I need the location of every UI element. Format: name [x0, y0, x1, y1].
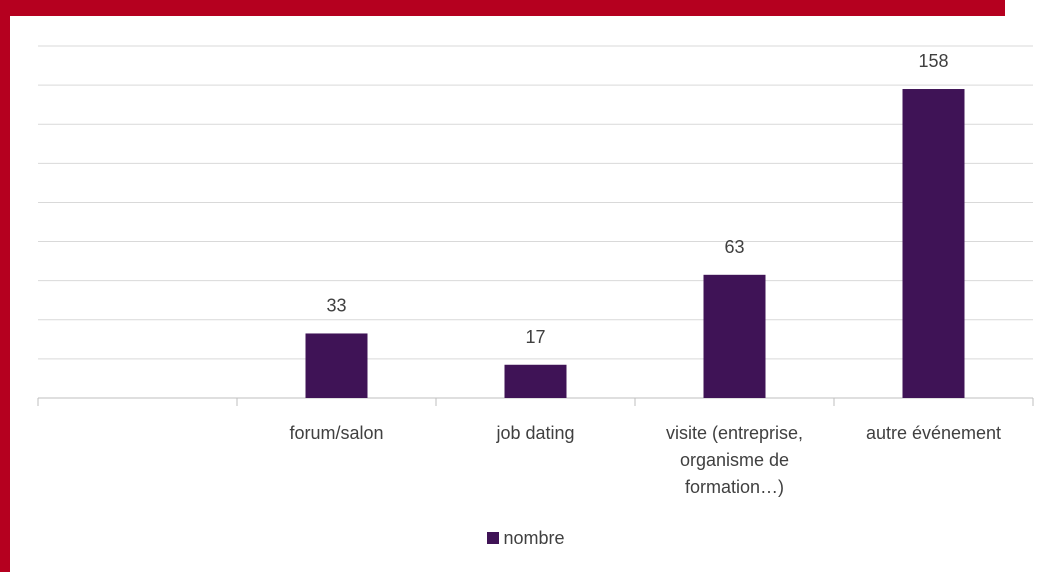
data-label: 33 [326, 295, 346, 315]
data-label: 63 [724, 237, 744, 257]
frame-top [0, 0, 1005, 16]
data-label: 158 [918, 51, 948, 71]
x-tick-label: autre événement [865, 423, 1002, 443]
x-tick-label: forum/salon [289, 423, 384, 443]
data-label: 17 [525, 327, 545, 347]
bar [902, 89, 965, 399]
x-tick-label: visite (entreprise, organisme de formati… [665, 423, 804, 497]
bar [504, 364, 567, 398]
bar [305, 333, 368, 398]
legend-label: nombre [503, 528, 565, 548]
legend: nombre [0, 528, 1052, 549]
bar [703, 274, 766, 398]
x-tick-label: job dating [496, 423, 575, 443]
legend-swatch [487, 532, 500, 544]
frame-left [0, 0, 10, 572]
